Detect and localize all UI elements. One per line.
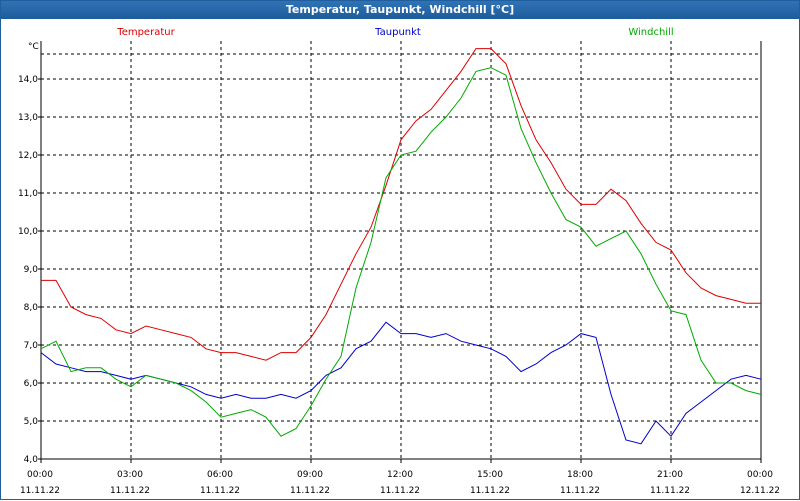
series-lines xyxy=(40,48,762,445)
x-tick-date-label: 11.11.22 xyxy=(20,486,60,496)
x-tick-time-label: 00:00 xyxy=(747,470,773,480)
x-tick-labels: 00:00 11.11.22 03:00 11.11.22 06:00 11.11.22 0… xyxy=(20,470,780,496)
x-tick-time-label: 00:00 xyxy=(27,470,53,480)
x-tick-time-label: 15:00 xyxy=(477,470,503,480)
y-axis-label: °C xyxy=(28,42,39,52)
x-tick-time-label: 12:00 xyxy=(387,470,413,480)
y-tick-label: 14,0 xyxy=(18,75,38,85)
legend-taupunkt: Taupunkt xyxy=(374,27,421,38)
y-tick-label: 5,0 xyxy=(24,417,39,427)
y-tick-label: 12,0 xyxy=(18,151,38,161)
y-tick-label: 11,0 xyxy=(18,189,38,199)
legend-temperatur: Temperatur xyxy=(116,27,175,38)
series-line-windchill xyxy=(40,67,762,437)
x-tick-time-label: 03:00 xyxy=(117,470,143,480)
axes: °C xyxy=(28,41,762,460)
x-tick-time-label: 21:00 xyxy=(657,470,683,480)
x-tick-date-label: 11.11.22 xyxy=(380,486,420,496)
x-tick-date-label: 11.11.22 xyxy=(560,486,600,496)
y-tick-label: 8,0 xyxy=(24,303,39,313)
x-tick-date-label: 12.11.22 xyxy=(740,486,780,496)
x-tick-date-label: 11.11.22 xyxy=(650,486,690,496)
y-tick-labels: 4,0 5,0 6,0 7,0 8,0 9,0 10,0 11,0 12,0 13,0 14,0 xyxy=(18,75,38,465)
x-tick-date-label: 11.11.22 xyxy=(200,486,240,496)
x-tick-time-label: 18:00 xyxy=(567,470,593,480)
y-tick-label: 4,0 xyxy=(24,455,39,465)
legend: Temperatur Taupunkt Windchill xyxy=(116,27,673,38)
series-line-temperatur xyxy=(41,48,761,361)
x-tick-time-label: 06:00 xyxy=(207,470,233,480)
window-title: Temperatur, Taupunkt, Windchill [°C] xyxy=(1,1,799,19)
y-tick-label: 7,0 xyxy=(24,341,39,351)
x-tick-date-label: 11.11.22 xyxy=(110,486,150,496)
grid xyxy=(38,41,762,463)
legend-windchill: Windchill xyxy=(628,27,673,38)
y-tick-label: 10,0 xyxy=(18,227,38,237)
x-tick-date-label: 11.11.22 xyxy=(470,486,510,496)
y-tick-label: 9,0 xyxy=(24,265,39,275)
y-tick-label: 6,0 xyxy=(24,379,39,389)
x-tick-time-label: 09:00 xyxy=(297,470,323,480)
y-tick-label: 13,0 xyxy=(18,113,38,123)
x-tick-date-label: 11.11.22 xyxy=(290,486,330,496)
